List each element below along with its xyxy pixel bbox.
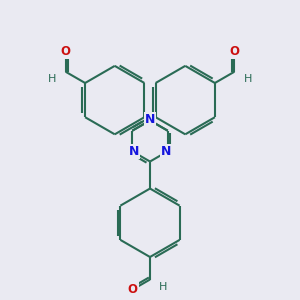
Text: O: O [230,45,239,58]
Text: N: N [129,145,139,158]
Text: O: O [128,283,138,296]
Text: H: H [159,282,167,292]
Text: H: H [244,74,252,84]
Text: N: N [145,113,155,126]
Text: O: O [61,45,70,58]
Text: N: N [161,145,171,158]
Text: H: H [48,74,56,84]
